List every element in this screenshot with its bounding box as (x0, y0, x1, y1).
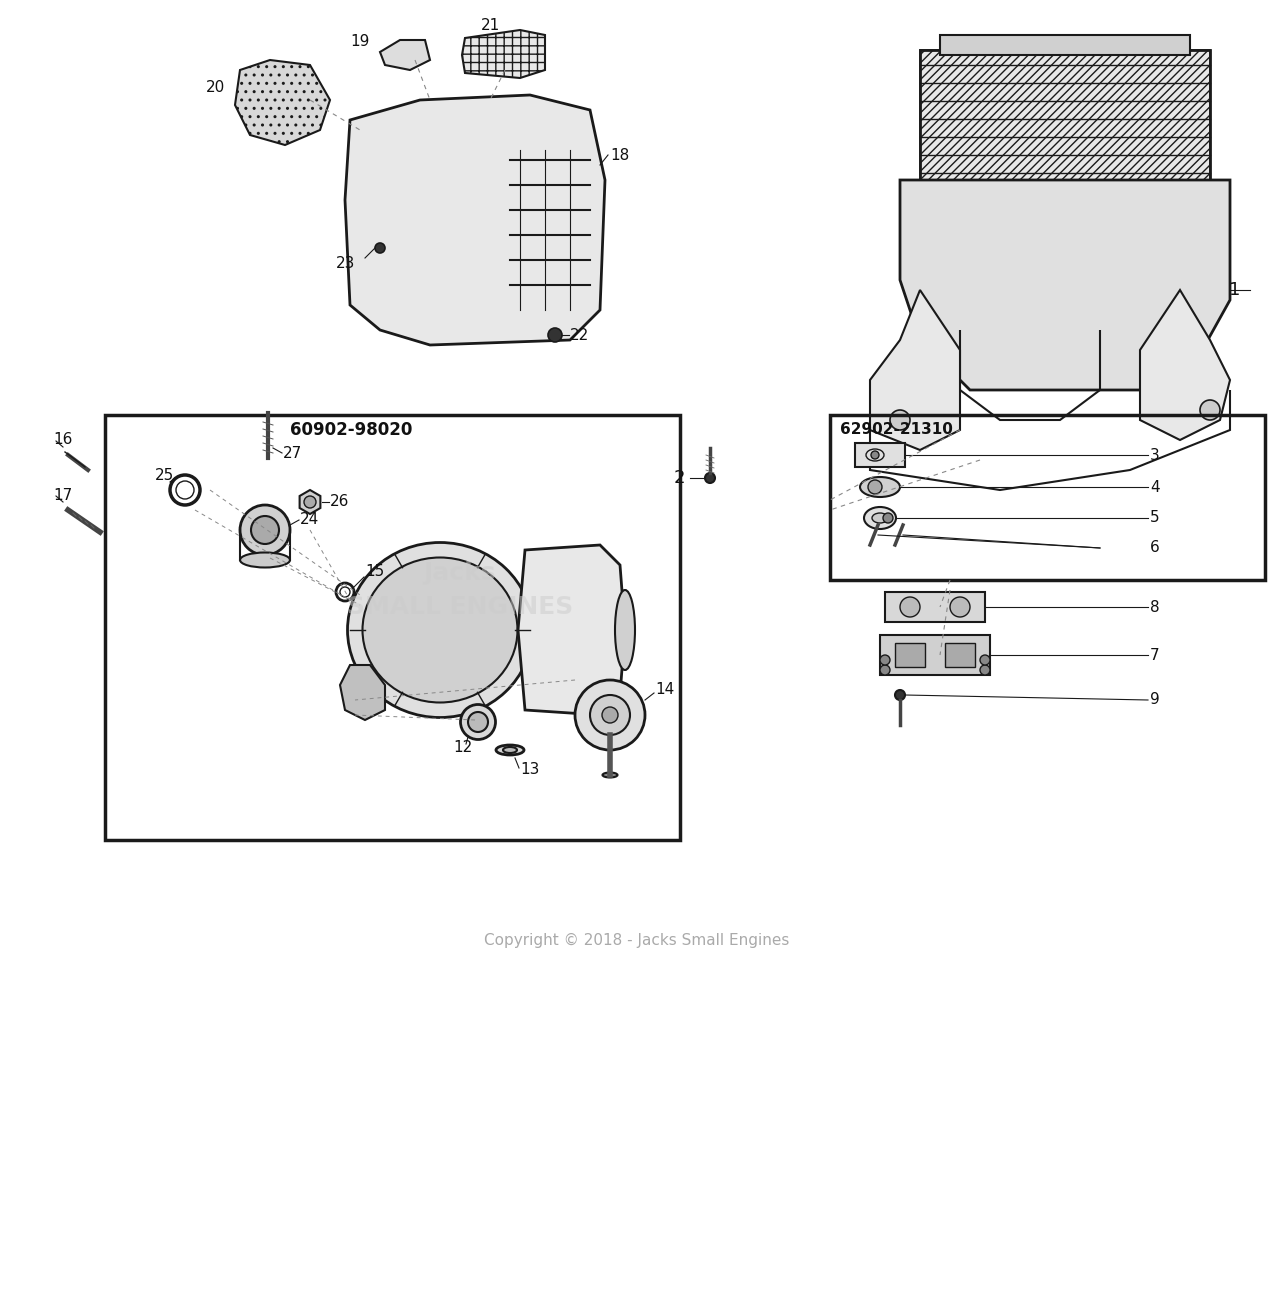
Text: 3: 3 (1150, 447, 1160, 463)
Circle shape (980, 665, 989, 674)
Text: 23: 23 (335, 256, 354, 270)
Text: 5: 5 (1150, 510, 1160, 526)
Circle shape (590, 695, 630, 735)
Ellipse shape (872, 513, 887, 523)
Circle shape (868, 480, 882, 495)
Text: 12: 12 (454, 740, 473, 754)
Bar (940, 35, 1190, 55)
Bar (895, 643, 924, 666)
Bar (940, 35, 1190, 55)
Text: 62902-21310: 62902-21310 (840, 422, 952, 437)
Circle shape (602, 707, 618, 723)
Polygon shape (380, 39, 430, 70)
Circle shape (871, 451, 878, 459)
Text: 15: 15 (365, 564, 384, 580)
Ellipse shape (348, 542, 533, 718)
Ellipse shape (615, 590, 635, 670)
Ellipse shape (460, 705, 496, 740)
Polygon shape (300, 489, 320, 514)
Text: 1: 1 (1229, 281, 1241, 299)
Ellipse shape (362, 558, 518, 702)
Circle shape (705, 474, 715, 483)
Ellipse shape (864, 506, 896, 529)
Bar (945, 643, 975, 666)
Text: 16: 16 (54, 433, 73, 447)
Polygon shape (340, 665, 385, 720)
Text: 7: 7 (1150, 648, 1160, 663)
Text: Copyright © 2018 - Jacks Small Engines: Copyright © 2018 - Jacks Small Engines (484, 933, 789, 947)
Ellipse shape (861, 478, 900, 497)
Circle shape (1200, 400, 1220, 420)
Text: 60902-98020: 60902-98020 (289, 421, 412, 440)
Ellipse shape (900, 597, 921, 617)
Circle shape (880, 665, 890, 674)
Ellipse shape (603, 773, 617, 778)
Text: 8: 8 (1150, 600, 1160, 614)
Text: 14: 14 (655, 682, 674, 698)
Polygon shape (235, 60, 330, 146)
Text: 20: 20 (205, 80, 224, 96)
Circle shape (548, 328, 562, 342)
Circle shape (895, 690, 905, 701)
Text: 24: 24 (300, 513, 319, 527)
Ellipse shape (240, 552, 289, 568)
Ellipse shape (496, 745, 524, 754)
Text: 4: 4 (1150, 479, 1160, 495)
Text: 13: 13 (520, 762, 539, 778)
Bar (880, 635, 989, 674)
Polygon shape (870, 290, 960, 450)
Circle shape (880, 655, 890, 665)
Bar (856, 443, 905, 467)
Polygon shape (900, 180, 1230, 390)
Text: 2: 2 (673, 468, 685, 487)
Polygon shape (518, 544, 625, 715)
Ellipse shape (468, 712, 488, 732)
Bar (885, 592, 986, 622)
Ellipse shape (240, 505, 289, 555)
Polygon shape (346, 94, 606, 345)
Bar (921, 50, 1210, 180)
Ellipse shape (950, 597, 970, 617)
Polygon shape (1140, 290, 1230, 440)
Text: 21: 21 (481, 17, 500, 33)
Text: Jacks
SMALL ENGINES: Jacks SMALL ENGINES (347, 562, 574, 619)
Text: 25: 25 (156, 467, 175, 483)
Text: 26: 26 (330, 495, 349, 509)
Bar (830, 415, 1265, 580)
Text: 18: 18 (609, 147, 630, 163)
Circle shape (890, 409, 910, 430)
Text: 22: 22 (570, 328, 589, 342)
Circle shape (980, 655, 989, 665)
Ellipse shape (251, 516, 279, 544)
Circle shape (303, 496, 316, 508)
Ellipse shape (504, 747, 516, 753)
Circle shape (375, 243, 385, 253)
Text: 17: 17 (54, 488, 73, 502)
Text: 9: 9 (1150, 693, 1160, 707)
Bar (105, 415, 680, 840)
Polygon shape (462, 30, 544, 77)
Circle shape (575, 680, 645, 750)
Text: 19: 19 (351, 34, 370, 50)
Text: 27: 27 (283, 446, 302, 461)
Circle shape (884, 513, 892, 523)
Bar (921, 50, 1210, 180)
Text: 6: 6 (1150, 541, 1160, 555)
